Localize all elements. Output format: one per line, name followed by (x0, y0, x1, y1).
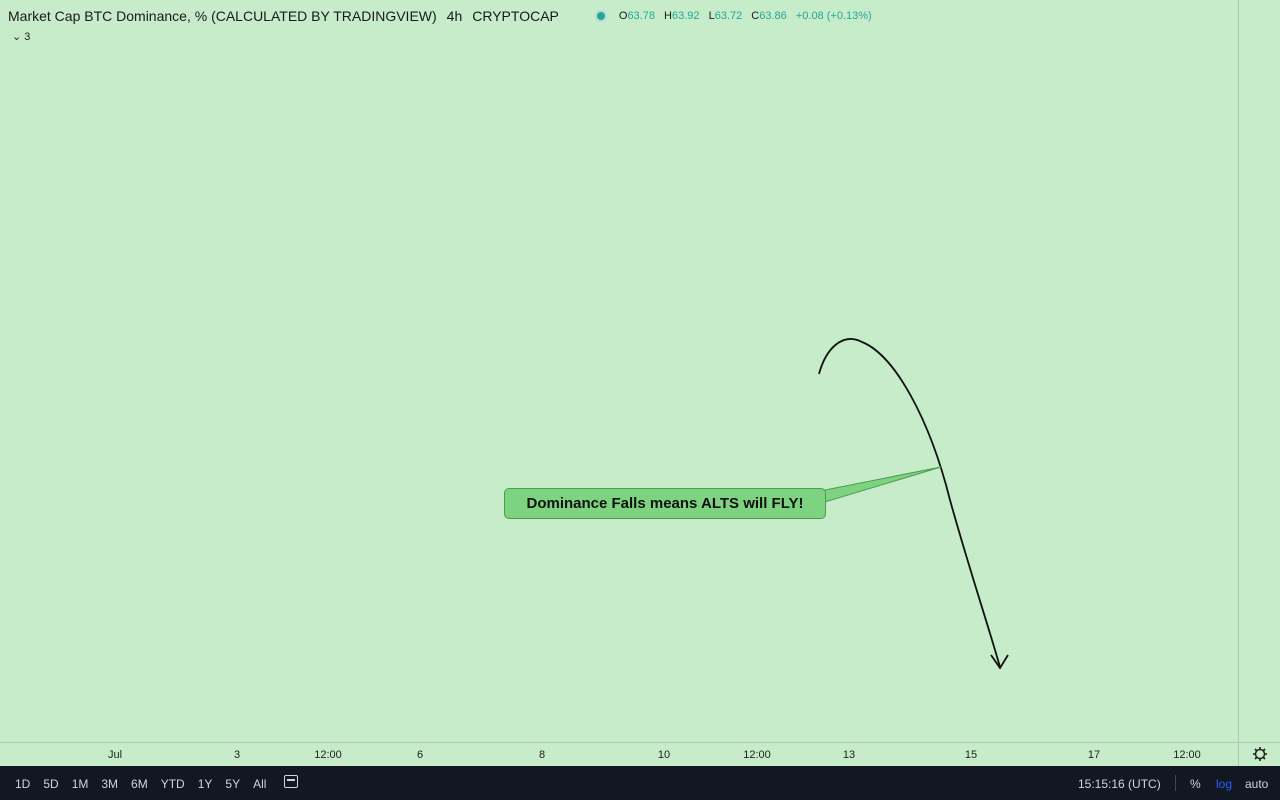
exchange-label: CRYPTOCAP (472, 8, 559, 24)
auto-scale-toggle[interactable]: auto (1245, 777, 1269, 791)
range-3m-button[interactable]: 3M (101, 777, 119, 791)
range-1m-button[interactable]: 1M (71, 777, 89, 791)
projection-arc[interactable] (818, 338, 1001, 668)
time-tick-label: 6 (417, 749, 423, 761)
range-5y-button[interactable]: 5Y (225, 777, 241, 791)
time-tick-label: 17 (1088, 749, 1100, 761)
range-ytd-button[interactable]: YTD (160, 777, 185, 791)
time-tick-label: 12:00 (743, 749, 771, 761)
time-tick-label: 15 (965, 749, 977, 761)
low-value: 63.72 (714, 10, 743, 22)
change-value: +0.08 (+0.13%) (795, 10, 872, 22)
ohlc-readout: O63.78 H63.92 L63.72 C63.86 +0.08 (+0.13… (618, 10, 872, 22)
projection-arrowhead (990, 654, 1009, 670)
range-all-button[interactable]: All (253, 777, 267, 791)
bottom-toolbar: 1D 5D 1M 3M 6M YTD 1Y 5Y All 15:15:16 (U… (0, 766, 1280, 800)
chart-canvas[interactable]: 65.4065.2065.0064.8064.6064.4064.2064.00… (0, 0, 1280, 766)
close-value: 63.86 (759, 10, 787, 22)
high-value: 63.92 (671, 10, 700, 22)
time-tick-label: 12:00 (1173, 749, 1201, 761)
utc-clock[interactable]: 15:15:16 (UTC) (1078, 777, 1161, 791)
chevron-down-icon: ⌄ (12, 31, 22, 43)
market-status-icon (594, 10, 607, 22)
range-1d-button[interactable]: 1D (15, 777, 31, 791)
calendar-icon[interactable] (284, 775, 298, 788)
annotation-callout[interactable]: Dominance Falls means ALTS will FLY! (504, 488, 826, 519)
range-1y-button[interactable]: 1Y (197, 777, 213, 791)
time-tick-label: 12:00 (314, 749, 342, 761)
time-tick-label: Jul (108, 749, 122, 761)
settings-button[interactable] (1253, 747, 1267, 761)
percent-scale-toggle[interactable]: % (1190, 777, 1201, 791)
time-axis[interactable]: Jul 3 12:00 6 8 10 12:00 13 15 17 12:00 (108, 749, 1201, 761)
time-tick-label: 13 (843, 749, 855, 761)
range-6m-button[interactable]: 6M (131, 777, 148, 791)
range-5d-button[interactable]: 5D (43, 777, 59, 791)
indicator-count: 3 (24, 31, 31, 43)
time-tick-label: 10 (658, 749, 670, 761)
symbol-title[interactable]: Market Cap BTC Dominance, % (CALCULATED … (8, 8, 437, 24)
annotation-text: Dominance Falls means ALTS will FLY! (526, 495, 804, 512)
indicators-collapse-toggle[interactable]: ⌄ 3 (12, 30, 30, 43)
open-value: 63.78 (627, 10, 655, 22)
plot-background (0, 0, 1238, 742)
gear-icon (1254, 748, 1266, 760)
date-range-buttons: 1D 5D 1M 3M 6M YTD 1Y 5Y All (15, 777, 266, 791)
log-scale-toggle[interactable]: log (1216, 777, 1233, 791)
timeframe-label[interactable]: 4h (446, 8, 463, 24)
time-tick-label: 8 (539, 749, 545, 761)
toolbar-divider (1175, 775, 1176, 791)
chart-legend[interactable]: Market Cap BTC Dominance, % (CALCULATED … (8, 6, 878, 26)
time-tick-label: 3 (234, 749, 240, 761)
